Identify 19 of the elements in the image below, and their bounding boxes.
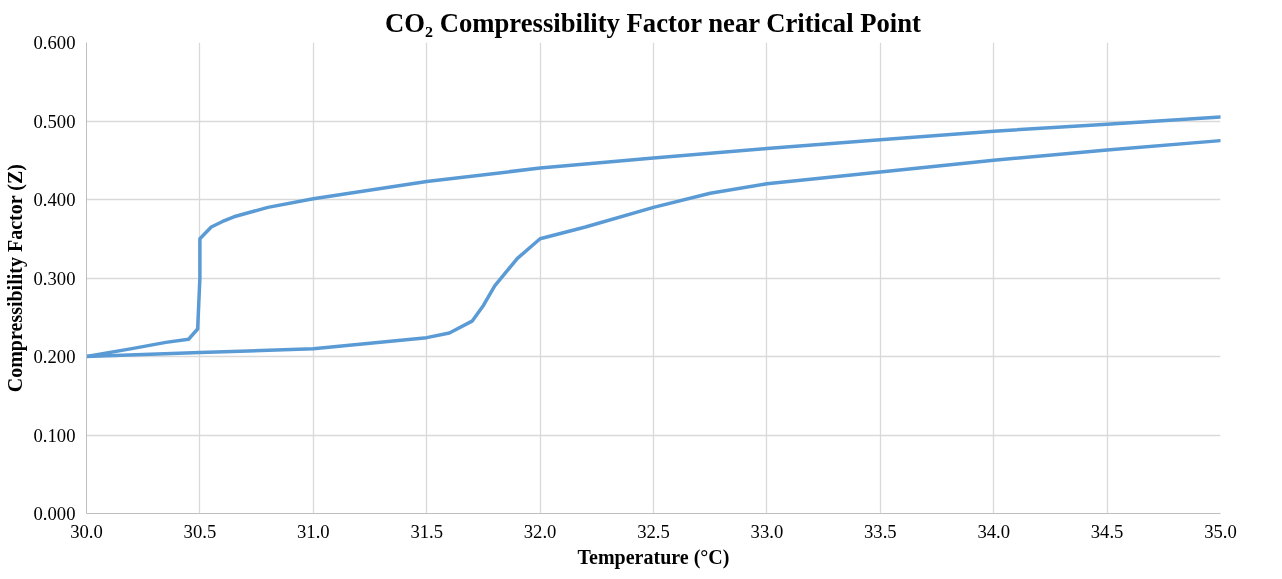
y-tick-label: 0.200 bbox=[33, 346, 76, 367]
x-tick-label: 34.0 bbox=[977, 520, 1011, 542]
chart-title: CO₂ Compressibility Factor near Critical Point bbox=[385, 7, 922, 38]
y-axis-title: Compressibility Factor (Z) bbox=[3, 164, 27, 393]
y-tick-label: 0.100 bbox=[33, 424, 76, 446]
x-tick-label: 35.0 bbox=[1204, 520, 1237, 542]
x-tick-label: 32.5 bbox=[637, 520, 670, 542]
x-tick-label: 30.5 bbox=[183, 520, 217, 542]
y-tick-label: 0.500 bbox=[33, 110, 76, 132]
x-tick-label: 32.0 bbox=[523, 520, 557, 542]
x-tick-label: 31.0 bbox=[296, 520, 330, 542]
x-tick-label: 33.5 bbox=[863, 520, 897, 542]
x-tick-label: 34.5 bbox=[1090, 520, 1124, 542]
x-tick-label: 31.5 bbox=[410, 520, 444, 542]
y-tick-label: 0.300 bbox=[33, 267, 76, 289]
x-tick-label: 33.0 bbox=[750, 520, 784, 542]
x-axis-title: Temperature (°C) bbox=[577, 545, 730, 569]
y-tick-label: 0.600 bbox=[33, 32, 76, 53]
y-tick-label: 0.400 bbox=[33, 189, 76, 210]
